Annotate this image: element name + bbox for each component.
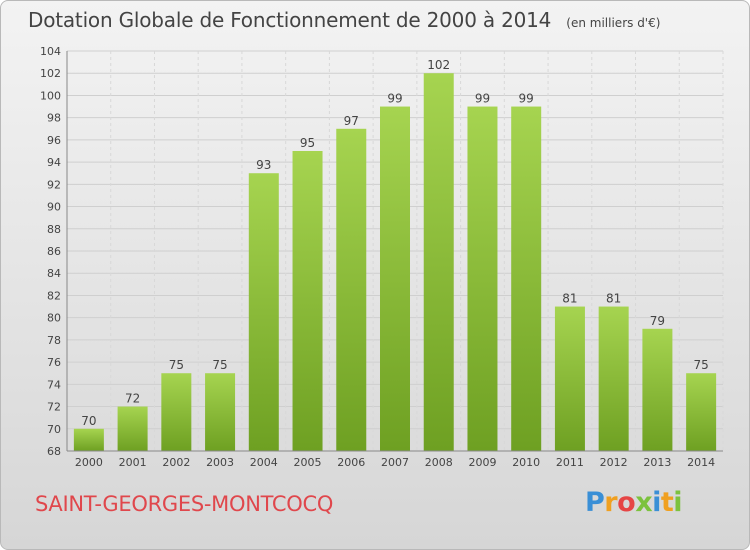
y-tick-label: 78 — [47, 334, 61, 347]
x-tick-label: 2010 — [512, 456, 540, 469]
x-tick-label: 2007 — [381, 456, 409, 469]
x-tick-label: 2012 — [600, 456, 628, 469]
chart-unit: (en milliers d'€) — [566, 16, 661, 30]
commune-name: SAINT-GEORGES-MONTCOCQ — [35, 492, 334, 516]
bar-value-label: 102 — [427, 58, 450, 72]
bar-value-label: 79 — [650, 314, 665, 328]
bar — [292, 151, 323, 451]
x-tick-label: 2002 — [162, 456, 190, 469]
y-tick-label: 84 — [47, 267, 61, 280]
y-tick-label: 72 — [47, 401, 61, 414]
y-tick-label: 90 — [47, 201, 61, 214]
brand-letter: i — [673, 487, 683, 518]
y-tick-label: 96 — [47, 134, 61, 147]
y-tick-label: 100 — [40, 89, 61, 102]
bars — [73, 73, 717, 452]
y-tick-label: 92 — [47, 178, 61, 191]
x-tick-label: 2004 — [250, 456, 278, 469]
x-tick-label: 2001 — [119, 456, 147, 469]
bar — [423, 73, 454, 451]
y-tick-label: 70 — [47, 423, 61, 436]
brand-letter: t — [660, 487, 674, 518]
bar — [248, 173, 279, 451]
brand-letter: P — [585, 487, 605, 518]
bar — [161, 373, 192, 451]
bar — [336, 128, 367, 451]
chart-header: Dotation Globale de Fonctionnement de 20… — [28, 8, 660, 32]
y-tick-label: 80 — [47, 312, 61, 325]
bar-value-label: 99 — [475, 92, 490, 106]
x-tick-label: 2003 — [206, 456, 234, 469]
y-tick-label: 82 — [47, 289, 61, 302]
bar — [686, 373, 717, 451]
axes: 68 70 72 74 76 78 80 82 84 86 88 90 92 94 96 98 100 102 10… — [40, 45, 723, 469]
bar-value-label: 93 — [256, 158, 271, 172]
y-tick-label: 104 — [40, 45, 61, 58]
x-tick-label: 2008 — [425, 456, 453, 469]
y-tick-label: 68 — [47, 445, 61, 458]
bar-value-label: 72 — [125, 392, 140, 406]
bar-value-label: 75 — [693, 358, 708, 372]
bar — [205, 373, 236, 451]
y-tick-label: 76 — [47, 356, 61, 369]
bar — [511, 106, 542, 452]
bar-value-label: 81 — [562, 292, 577, 306]
brand-letter: o — [617, 487, 636, 518]
x-tick-label: 2011 — [556, 456, 584, 469]
y-tick-label: 86 — [47, 245, 61, 258]
x-tick-label: 2000 — [75, 456, 103, 469]
bar — [554, 306, 585, 451]
x-tick-label: 2006 — [337, 456, 365, 469]
bar-value-label: 99 — [519, 92, 534, 106]
bar — [73, 428, 104, 451]
bar-value-label: 95 — [300, 136, 315, 150]
bar-value-label: 70 — [81, 414, 96, 428]
x-tick-label: 2005 — [294, 456, 322, 469]
y-tick-label: 88 — [47, 223, 61, 236]
brand-letter: r — [604, 487, 618, 518]
bar — [117, 406, 148, 451]
x-tick-label: 2009 — [468, 456, 496, 469]
brand-logo: Proxiti — [585, 487, 683, 518]
y-tick-label: 98 — [47, 112, 61, 125]
brand-letter: x — [635, 487, 653, 518]
x-tick-label: 2013 — [643, 456, 671, 469]
chart-title: Dotation Globale de Fonctionnement de 20… — [28, 8, 552, 32]
bar — [598, 306, 629, 451]
y-tick-label: 102 — [40, 67, 61, 80]
bar — [380, 106, 410, 452]
y-tick-label: 94 — [47, 156, 61, 169]
bar-value-label: 81 — [606, 292, 621, 306]
brand-letter: i — [652, 487, 661, 518]
bar-value-label: 99 — [387, 92, 402, 106]
y-tick-label: 74 — [47, 378, 61, 391]
bar — [642, 328, 673, 451]
bar-value-label: 75 — [212, 358, 227, 372]
bar-value-label: 75 — [169, 358, 184, 372]
bar — [467, 106, 498, 452]
bar-value-label: 97 — [344, 114, 359, 128]
x-tick-label: 2014 — [687, 456, 715, 469]
